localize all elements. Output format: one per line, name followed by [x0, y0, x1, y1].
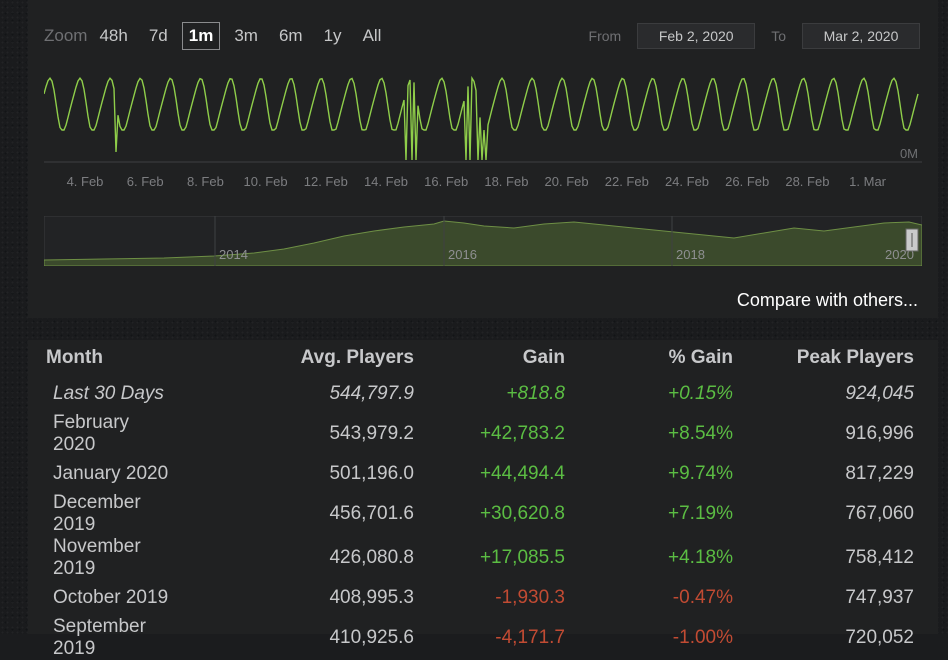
navigator-year-2018: 2018	[676, 247, 705, 262]
from-date-input[interactable]: Feb 2, 2020	[637, 23, 756, 49]
cell-peak-players: 916,996	[845, 423, 914, 444]
cell-gain: +818.8	[506, 383, 565, 404]
x-tick-label: 14. Feb	[364, 174, 408, 189]
compare-with-others-link[interactable]: Compare with others...	[736, 290, 918, 310]
zoom-3m-button[interactable]: 3m	[234, 26, 258, 45]
x-tick-label: 16. Feb	[424, 174, 468, 189]
cell-avg-players: 426,080.8	[329, 547, 414, 568]
cell-pct-gain: -0.47%	[672, 587, 733, 608]
header-gain: Gain	[522, 347, 565, 368]
zoom-all-button[interactable]: All	[362, 26, 382, 45]
cell-avg-players: 408,995.3	[329, 587, 414, 608]
navigator-year-2016: 2016	[448, 247, 477, 262]
cell-month: November 2019	[53, 536, 141, 579]
x-tick-label: 26. Feb	[725, 174, 769, 189]
x-tick-label: 12. Feb	[304, 174, 348, 189]
x-tick-label: 22. Feb	[605, 174, 649, 189]
cell-pct-gain: -1.00%	[672, 627, 733, 648]
navigator-chart[interactable]: 2014 2016 2018 2020	[44, 216, 922, 266]
table-header-row: Month Avg. Players Gain % Gain Peak Play…	[28, 340, 938, 376]
cell-gain: +42,783.2	[479, 423, 565, 444]
cell-avg-players: 501,196.0	[329, 463, 414, 484]
cell-peak-players: 747,937	[845, 587, 914, 608]
y-axis-label: 0M	[900, 146, 918, 161]
navigator-year-2014: 2014	[219, 247, 248, 262]
cell-gain: +17,085.5	[479, 547, 565, 568]
player-chart-panel: Zoom 48h 7d 1m 3m 6m 1y All From Feb 2, …	[28, 0, 938, 318]
cell-peak-players: 924,045	[845, 383, 914, 404]
zoom-controls: Zoom 48h 7d 1m 3m 6m 1y All	[44, 22, 395, 50]
x-axis-ticks: 4. Feb 6. Feb 8. Feb 10. Feb 12. Feb 14. Feb 1…	[67, 174, 887, 189]
table-row: February 2020 543,979.2 +42,783.2 +8.54% 916…	[28, 412, 938, 456]
header-peak-players: Peak Players	[796, 347, 914, 368]
cell-pct-gain: +4.18%	[668, 547, 733, 568]
zoom-1m-button[interactable]: 1m	[181, 22, 221, 50]
cell-gain: +30,620.8	[479, 503, 565, 524]
table-row: December 2019 456,701.6 +30,620.8 +7.19% 767…	[28, 492, 938, 536]
cell-month: December 2019	[53, 492, 141, 535]
zoom-7d-button[interactable]: 7d	[148, 26, 168, 45]
cell-pct-gain: +0.15%	[668, 383, 733, 404]
x-tick-label: 6. Feb	[127, 174, 164, 189]
cell-pct-gain: +9.74%	[668, 463, 733, 484]
cell-month: February 2020	[53, 412, 130, 455]
x-tick-label: 10. Feb	[244, 174, 288, 189]
header-avg-players: Avg. Players	[300, 347, 414, 368]
table-row: November 2019 426,080.8 +17,085.5 +4.18% 758…	[28, 536, 938, 580]
cell-peak-players: 720,052	[845, 627, 914, 648]
cell-gain: -4,171.7	[495, 627, 565, 648]
x-tick-label: 8. Feb	[187, 174, 224, 189]
table-row: September 2019 410,925.6 -4,171.7 -1.00% 720…	[28, 616, 938, 660]
cell-gain: -1,930.3	[495, 587, 565, 608]
cell-avg-players: 456,701.6	[329, 503, 414, 524]
monthly-stats-table: Month Avg. Players Gain % Gain Peak Play…	[28, 340, 938, 660]
to-label: To	[771, 28, 786, 44]
table-row: Last 30 Days 544,797.9 +818.8 +0.15% 924,045	[28, 376, 938, 412]
cell-pct-gain: +8.54%	[668, 423, 733, 444]
x-tick-label: 28. Feb	[785, 174, 829, 189]
date-range-controls: From Feb 2, 2020 To Mar 2, 2020	[589, 22, 920, 50]
x-tick-label: 20. Feb	[545, 174, 589, 189]
x-tick-label: 18. Feb	[484, 174, 528, 189]
zoom-1y-button[interactable]: 1y	[323, 26, 342, 45]
header-month: Month	[46, 347, 103, 368]
cell-peak-players: 767,060	[845, 503, 914, 524]
cell-month: September 2019	[53, 616, 146, 659]
monthly-stats-panel: Month Avg. Players Gain % Gain Peak Play…	[28, 340, 938, 659]
cell-month: January 2020	[53, 463, 169, 484]
player-count-chart[interactable]: 0M 4. Feb 6. Feb 8. Feb 10. Feb 12. Feb 14. F…	[44, 68, 922, 196]
x-tick-label: 1. Mar	[849, 174, 887, 189]
to-date-input[interactable]: Mar 2, 2020	[802, 23, 920, 49]
cell-pct-gain: +7.19%	[668, 503, 733, 524]
zoom-6m-button[interactable]: 6m	[278, 26, 303, 45]
cell-month: Last 30 Days	[53, 383, 164, 404]
from-label: From	[588, 28, 622, 44]
x-tick-label: 4. Feb	[67, 174, 104, 189]
x-tick-label: 24. Feb	[665, 174, 709, 189]
header-pct-gain: % Gain	[668, 347, 733, 368]
navigator-area	[44, 220, 922, 266]
cell-avg-players: 410,925.6	[329, 627, 414, 648]
table-row: October 2019 408,995.3 -1,930.3 -0.47% 747,9…	[28, 580, 938, 616]
zoom-label: Zoom	[44, 26, 88, 45]
cell-peak-players: 758,412	[845, 547, 914, 568]
cell-gain: +44,494.4	[479, 463, 565, 484]
cell-avg-players: 543,979.2	[329, 423, 414, 444]
cell-peak-players: 817,229	[845, 463, 914, 484]
table-row: January 2020 501,196.0 +44,494.4 +9.74% 817,…	[28, 456, 938, 492]
cell-avg-players: 544,797.9	[329, 383, 414, 404]
cell-month: October 2019	[53, 587, 169, 608]
zoom-48h-button[interactable]: 48h	[99, 26, 128, 45]
player-count-line	[44, 75, 919, 161]
